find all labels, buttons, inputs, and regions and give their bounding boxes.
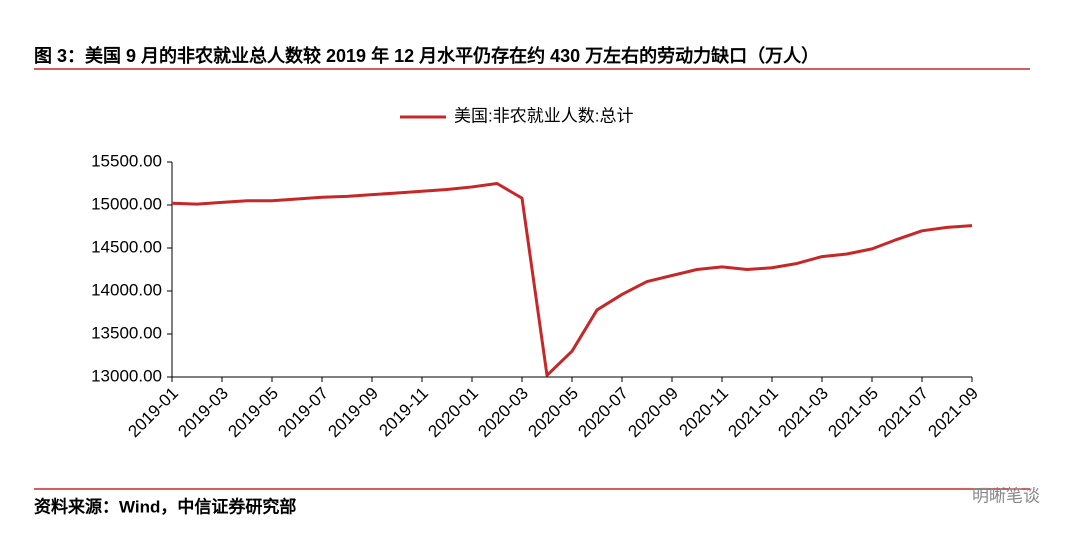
watermark: 明晰笔谈 (972, 486, 1040, 505)
x-tick-label: 2020-03 (474, 384, 532, 442)
y-tick-label: 15500.00 (91, 151, 162, 170)
source: 资料来源：Wind，中信证券研究部 (34, 496, 296, 516)
y-tick-label: 13500.00 (91, 323, 162, 342)
x-tick-label: 2021-05 (824, 384, 882, 442)
x-tick-label: 2019-05 (224, 384, 282, 442)
y-tick-label: 14000.00 (91, 280, 162, 299)
chart-title: 图 3：美国 9 月的非农就业总人数较 2019 年 12 月水平仍存在约 43… (34, 45, 819, 66)
y-tick-label: 15000.00 (91, 194, 162, 213)
x-tick-label: 2021-07 (874, 384, 932, 442)
line-series (171, 182, 973, 377)
legend-label: 美国:非农就业人数:总计 (454, 106, 633, 125)
x-tick-label: 2019-11 (375, 384, 432, 441)
x-tick-label: 2020-05 (524, 384, 582, 442)
y-tick-label: 13000.00 (91, 366, 162, 385)
x-tick-label: 2020-07 (574, 384, 632, 442)
x-tick-label: 2019-07 (274, 384, 332, 442)
x-tick-label: 2019-09 (324, 384, 382, 442)
x-tick-label: 2020-09 (624, 384, 682, 442)
x-tick-label: 2020-01 (424, 384, 482, 442)
y-tick-label: 14500.00 (91, 237, 162, 256)
x-tick-label: 2021-01 (724, 384, 782, 442)
x-tick-label: 2019-01 (124, 384, 182, 442)
x-tick-label: 2020-11 (675, 384, 732, 441)
x-tick-label: 2021-03 (774, 384, 832, 442)
x-tick-label: 2019-03 (174, 384, 232, 442)
x-tick-label: 2021-09 (924, 384, 982, 442)
